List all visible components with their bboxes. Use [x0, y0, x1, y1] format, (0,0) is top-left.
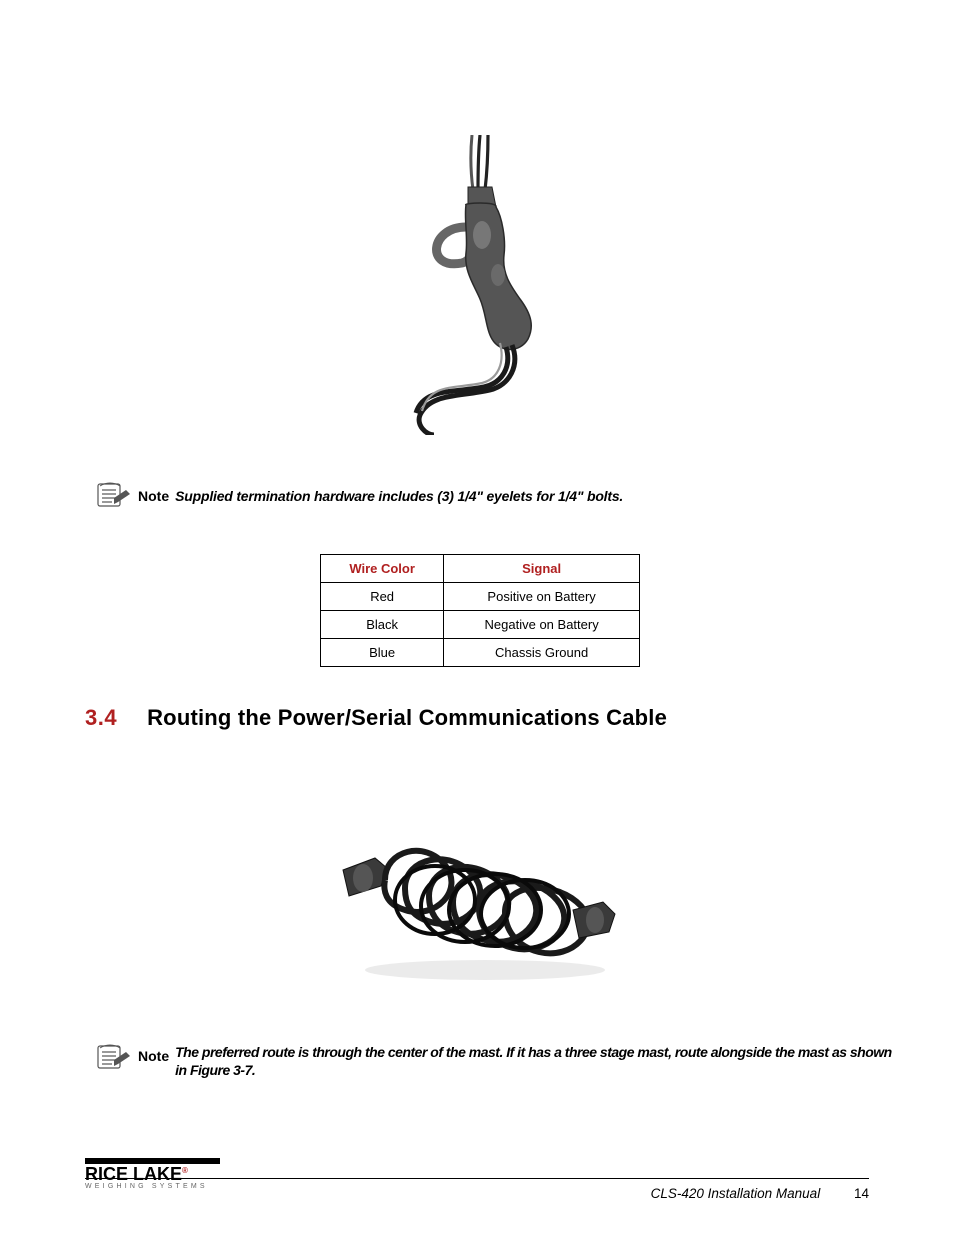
section-heading: 3.4 Routing the Power/Serial Communicati… [85, 705, 667, 731]
logo-sub: WEIGHING SYSTEMS [85, 1183, 225, 1190]
wire-color-table: Wire Color Signal Red Positive on Batter… [320, 554, 640, 667]
cell-wire: Black [321, 611, 444, 639]
cell-signal: Chassis Ground [444, 639, 640, 667]
note-icon [96, 1042, 132, 1072]
cell-signal: Positive on Battery [444, 583, 640, 611]
power-cable-icon [370, 135, 590, 435]
table-row: Red Positive on Battery [321, 583, 640, 611]
cell-wire: Red [321, 583, 444, 611]
col-signal: Signal [444, 555, 640, 583]
doc-title: CLS-420 Installation Manual [651, 1186, 821, 1201]
table-header-row: Wire Color Signal [321, 555, 640, 583]
table-row: Blue Chassis Ground [321, 639, 640, 667]
page-footer: RICE LAKE® WEIGHING SYSTEMS CLS-420 Inst… [85, 1178, 869, 1185]
footer-right: CLS-420 Installation Manual 14 [651, 1186, 869, 1201]
page: Note Supplied termination hardware inclu… [0, 0, 954, 1235]
page-number: 14 [854, 1186, 869, 1201]
note-label: Note [138, 488, 169, 504]
coiled-cable-icon [335, 810, 625, 985]
table-row: Black Negative on Battery [321, 611, 640, 639]
col-wire-color: Wire Color [321, 555, 444, 583]
section-title: Routing the Power/Serial Communications … [147, 705, 667, 731]
note-text: The preferred route is through the cente… [175, 1044, 894, 1079]
note-text: Supplied termination hardware includes (… [175, 488, 623, 506]
cell-signal: Negative on Battery [444, 611, 640, 639]
note-termination-hardware: Note Supplied termination hardware inclu… [96, 482, 869, 510]
note-label: Note [138, 1048, 169, 1064]
logo: RICE LAKE® WEIGHING SYSTEMS [85, 1158, 225, 1190]
cell-wire: Blue [321, 639, 444, 667]
figure-power-cable [370, 135, 590, 435]
figure-coiled-cable [335, 810, 625, 985]
note-icon [96, 480, 132, 510]
section-number: 3.4 [85, 705, 117, 731]
note-preferred-route: Note The preferred route is through the … [96, 1038, 894, 1079]
logo-main: RICE LAKE® [85, 1164, 225, 1185]
